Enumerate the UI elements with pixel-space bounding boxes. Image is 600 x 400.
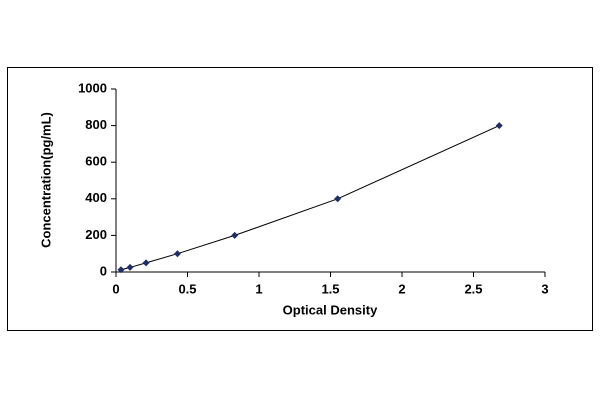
y-tick-label: 600 [85, 154, 107, 169]
x-tick-label: 2 [398, 281, 405, 296]
y-tick-label: 1000 [78, 80, 107, 95]
data-point [126, 263, 134, 271]
x-tick-label: 2.5 [464, 281, 482, 296]
y-tick-label: 200 [85, 227, 107, 242]
x-tick-label: 0.5 [178, 281, 196, 296]
x-tick-label: 3 [541, 281, 548, 296]
x-tick-label: 1.5 [321, 281, 339, 296]
x-tick-label: 0 [112, 281, 119, 296]
data-point [334, 195, 342, 203]
y-tick-label: 400 [85, 190, 107, 205]
data-point [117, 266, 125, 274]
data-point [495, 122, 503, 130]
x-axis-label: Optical Density [283, 302, 378, 317]
x-tick-label: 1 [255, 281, 262, 296]
data-point [142, 259, 150, 267]
y-tick-label: 0 [100, 263, 107, 278]
chart-frame [7, 67, 593, 331]
y-axis-label: Concentration(pg/mL) [38, 112, 53, 248]
data-point [173, 250, 181, 258]
y-tick-label: 800 [85, 117, 107, 132]
data-point [231, 231, 239, 239]
